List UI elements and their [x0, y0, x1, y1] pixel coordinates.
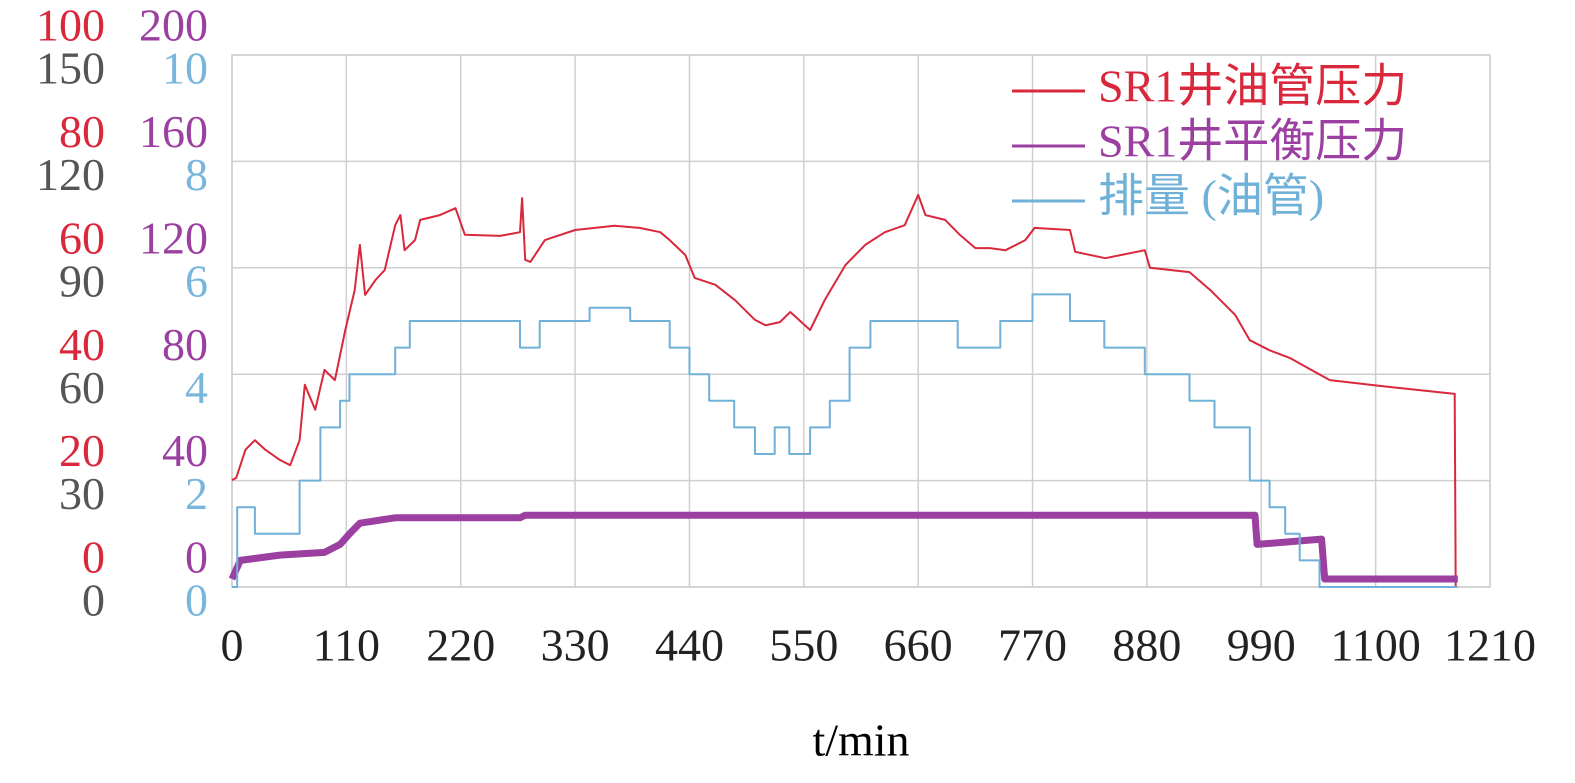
x-tick-label: 110 — [313, 620, 380, 671]
y4-tick-label: 2 — [185, 468, 208, 519]
x-tick-label: 0 — [221, 620, 244, 671]
x-tick-label: 1210 — [1444, 620, 1536, 671]
y-tick-label: 80 — [59, 106, 105, 157]
y2-tick-label: 80 — [162, 319, 208, 370]
x-tick-label: 220 — [426, 620, 495, 671]
y4-tick-label: 6 — [185, 255, 208, 306]
y3-tick-label: 90 — [59, 255, 105, 306]
x-tick-label: 660 — [884, 620, 953, 671]
legend-label: SR1井平衡压力 — [1098, 116, 1407, 167]
x-axis-label: t/min — [812, 715, 909, 766]
y3-tick-label: 150 — [36, 43, 105, 94]
y-tick-label: 40 — [59, 319, 105, 370]
y4-tick-label: 4 — [185, 362, 208, 413]
x-tick-label: 330 — [541, 620, 610, 671]
x-tick-label: 770 — [998, 620, 1067, 671]
series-line — [228, 511, 1458, 583]
x-tick-label: 440 — [655, 620, 724, 671]
y2-tick-label: 120 — [139, 212, 208, 263]
y-tick-label: 0 — [82, 532, 105, 583]
y2-tick-label: 40 — [162, 425, 208, 476]
x-tick-label: 880 — [1112, 620, 1181, 671]
y2-tick-label: 0 — [185, 532, 208, 583]
y4-tick-label: 8 — [185, 149, 208, 200]
y4-tick-label: 0 — [185, 575, 208, 626]
legend-label: SR1井油管压力 — [1098, 61, 1407, 112]
y3-tick-label: 0 — [82, 575, 105, 626]
y-tick-label: 60 — [59, 212, 105, 263]
legend-label: 排量 (油管) — [1098, 171, 1324, 222]
series-line — [231, 193, 1457, 588]
y2-tick-label: 160 — [139, 106, 208, 157]
y3-tick-label: 60 — [59, 362, 105, 413]
y-tick-label: 20 — [59, 425, 105, 476]
y3-tick-label: 120 — [36, 149, 105, 200]
x-tick-label: 550 — [769, 620, 838, 671]
y-tick-label: 100 — [36, 0, 105, 51]
x-tick-label: 990 — [1227, 620, 1296, 671]
y3-tick-label: 30 — [59, 468, 105, 519]
y4-tick-label: 10 — [162, 43, 208, 94]
series-line — [232, 293, 1458, 588]
y2-tick-label: 200 — [139, 0, 208, 51]
x-tick-label: 1100 — [1330, 620, 1420, 671]
